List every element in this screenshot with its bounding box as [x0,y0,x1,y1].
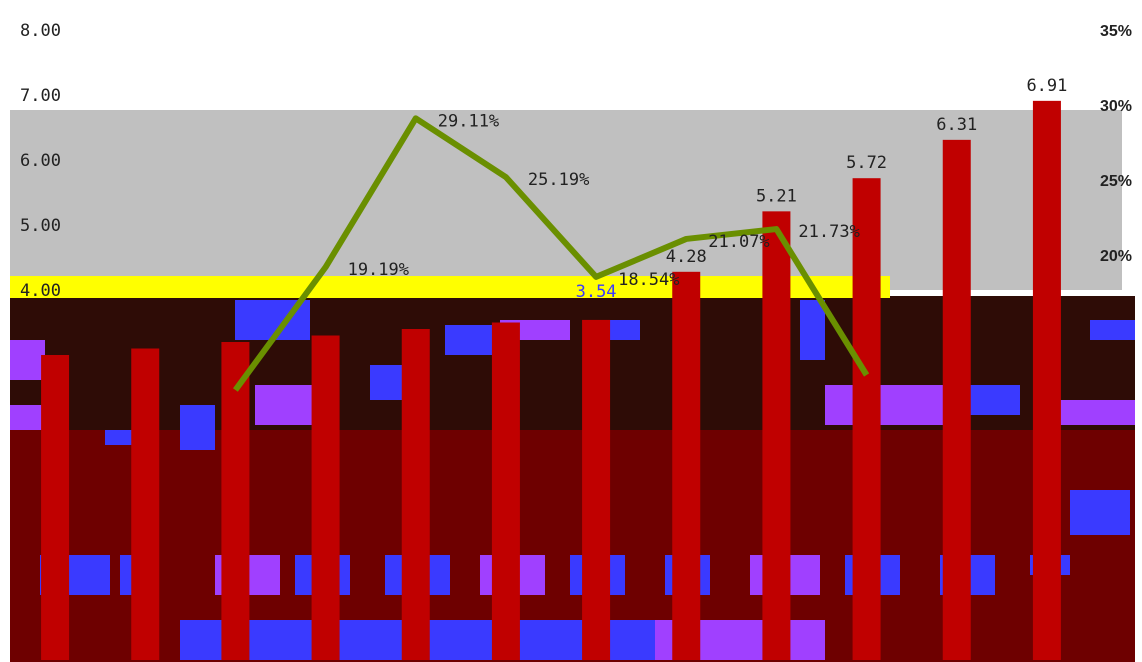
line-value-label: 29.11% [438,111,499,131]
plot-area [10,110,1122,290]
plot-background [10,110,1122,290]
line-path [232,115,870,392]
bar [41,355,70,660]
corrupt-block-blue [800,300,825,360]
bar [582,319,611,660]
line-value-label: 19.19% [348,260,409,280]
bar-value-label: 6.91 [1026,76,1067,96]
corrupt-block-blue [370,365,405,400]
bar [491,322,520,660]
y-right-tick-label: 20% [1100,248,1132,265]
bar [672,271,701,660]
bar [131,348,160,660]
corrupt-block-blue [1055,400,1135,425]
corrupt-block-blue [825,385,965,425]
y-left-tick-label: 4.00 [20,281,61,301]
y-left-tick-label: 7.00 [20,86,61,106]
bar-value-label: 3.54 [576,282,617,302]
bar [852,178,881,660]
corrupt-block-blue [1070,490,1130,535]
bar [762,211,791,660]
corrupt-block-blue [180,405,215,450]
y-left-tick-label: 8.00 [20,21,61,41]
bar [311,335,340,660]
y-right-tick-label: 30% [1100,98,1132,115]
corrupt-block-blue [10,340,45,380]
bar [401,329,430,660]
line-value-label: 18.54% [618,270,679,290]
bar-value-label: 5.72 [846,153,887,173]
line-value-label: 25.19% [528,170,589,190]
line-series [232,115,870,392]
corrupt-block-blue [10,405,45,430]
bar [942,139,971,661]
y-left-tick-label: 6.00 [20,151,61,171]
corrupt-block-blue [1090,320,1135,340]
bar-value-label: 4.28 [666,247,707,267]
bar-value-label: 6.31 [936,115,977,135]
y-right-tick-label: 35% [1100,23,1132,40]
y-right-tick-label: 25% [1100,173,1132,190]
bar-value-label: 5.21 [756,186,797,206]
data-labels: 3.54 4.28 5.21 5.72 6.31 6.91 19.19% 29.11% 25.1… [348,76,1068,302]
bar-series [41,100,1061,661]
y-left-tick-label: 5.00 [20,216,61,236]
bar [1032,100,1061,661]
line-value-label: 21.07% [708,232,769,252]
line-value-label: 21.73% [798,222,859,242]
axis-ticks: 4.00 5.00 6.00 7.00 8.00 20% 25% 30% 35% [20,21,1132,301]
corrupt-strip-yellow [10,276,890,298]
bar [221,342,250,660]
